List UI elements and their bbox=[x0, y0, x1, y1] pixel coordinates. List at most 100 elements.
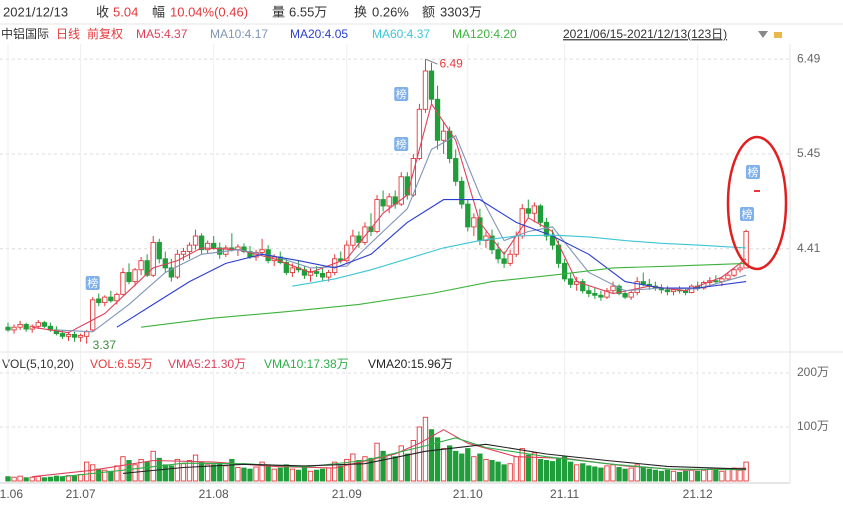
candle-body bbox=[96, 298, 102, 304]
volume-bar bbox=[53, 475, 60, 482]
volume-bar bbox=[5, 476, 11, 482]
candle-body bbox=[204, 242, 211, 251]
legend-entry: VMA5:21.30万 bbox=[168, 357, 246, 371]
volume-bar bbox=[289, 468, 295, 482]
candle-body bbox=[168, 267, 174, 278]
candle-body bbox=[132, 269, 138, 283]
candle-body bbox=[102, 296, 108, 304]
candle-body bbox=[35, 322, 41, 327]
candle-body bbox=[344, 244, 350, 262]
y-tick-label: 5.45 bbox=[797, 146, 821, 160]
date-range[interactable]: 2021/06/15-2021/12/13(123日) bbox=[563, 27, 727, 41]
volume-bar bbox=[422, 416, 429, 482]
ma-line bbox=[62, 437, 747, 478]
marker-label: 榜 bbox=[396, 137, 407, 151]
volume-bar bbox=[447, 445, 453, 482]
plot: 4.41 5.45 6.49 100万 200万 21.06 21.07 21.08 21.09… bbox=[0, 44, 829, 501]
candle-body bbox=[495, 249, 501, 260]
volume-bar bbox=[501, 464, 507, 482]
adjust[interactable]: 前复权 bbox=[87, 26, 123, 41]
volume-bar bbox=[622, 468, 628, 482]
candle-body bbox=[114, 293, 120, 302]
ma-line bbox=[122, 443, 747, 474]
candle-body bbox=[447, 130, 453, 159]
highlight-circle bbox=[726, 135, 788, 271]
candle-body bbox=[440, 130, 447, 141]
volume-bar bbox=[168, 465, 174, 482]
candle-body bbox=[77, 334, 84, 338]
volume-bar bbox=[682, 470, 689, 482]
marker-badge bbox=[740, 207, 754, 221]
candle-body bbox=[604, 290, 610, 298]
volume-bar bbox=[126, 460, 132, 482]
volume-bar bbox=[701, 469, 707, 482]
quote-amount: 3303万 bbox=[440, 4, 482, 19]
x-tick-label: 21.09 bbox=[332, 487, 362, 501]
candle-body bbox=[428, 70, 435, 100]
candle-body bbox=[126, 272, 132, 283]
candle-body bbox=[586, 290, 592, 294]
volume-bar bbox=[664, 469, 671, 482]
candle-body bbox=[319, 272, 326, 278]
high-label: 6.49 bbox=[439, 56, 463, 70]
candle-body bbox=[198, 235, 205, 251]
legend-entry: MA20:4.05 bbox=[290, 27, 348, 41]
candle-body bbox=[531, 205, 538, 214]
candle-body bbox=[453, 158, 459, 182]
candle-body bbox=[501, 258, 507, 264]
volume-bar bbox=[695, 470, 701, 482]
candle-body bbox=[725, 274, 731, 280]
candle-body bbox=[192, 235, 199, 246]
candle-body bbox=[640, 281, 646, 285]
lock-icon[interactable] bbox=[774, 32, 782, 38]
volume-bar bbox=[568, 461, 574, 482]
volume-bar bbox=[71, 475, 78, 482]
volume-bar bbox=[410, 440, 416, 482]
candle-body bbox=[616, 285, 622, 294]
period[interactable]: 日线 bbox=[56, 27, 80, 41]
volume-bar bbox=[713, 469, 719, 482]
candle-body bbox=[362, 226, 368, 243]
volume-bar bbox=[17, 475, 23, 482]
volume-bar bbox=[416, 426, 423, 482]
volume-bar bbox=[59, 476, 66, 482]
volume-bar bbox=[223, 465, 229, 482]
candle-body bbox=[356, 235, 362, 243]
volume-bar bbox=[265, 464, 271, 482]
volume-bar bbox=[114, 465, 120, 482]
stock-name: 中铝国际 bbox=[1, 26, 49, 41]
candle-body bbox=[525, 208, 531, 214]
volume-bar bbox=[543, 460, 550, 482]
quote-label: 幅 bbox=[152, 4, 165, 19]
volume-bar bbox=[344, 458, 350, 482]
volume-bar bbox=[77, 474, 84, 482]
candle-body bbox=[483, 235, 489, 242]
volume-bar bbox=[23, 477, 29, 482]
candle-body bbox=[398, 176, 404, 205]
volume-bar bbox=[658, 470, 665, 482]
candle-body bbox=[283, 262, 289, 273]
volume-bar bbox=[707, 468, 713, 482]
volume-bar bbox=[186, 460, 193, 482]
candle-body bbox=[211, 242, 217, 249]
quote-label: 换 bbox=[354, 4, 367, 19]
dropdown-icon[interactable] bbox=[758, 31, 768, 38]
quote-turnover: 0.26% bbox=[372, 4, 409, 19]
volume-bar bbox=[301, 467, 308, 482]
volume-bar bbox=[592, 466, 598, 482]
volume-bar bbox=[120, 456, 126, 482]
candle-body bbox=[138, 260, 144, 271]
candle-body bbox=[465, 203, 471, 228]
candle-body bbox=[404, 176, 410, 196]
x-tick-label: 21.07 bbox=[66, 487, 96, 501]
volume-bar bbox=[453, 450, 459, 482]
volume-bar bbox=[507, 463, 513, 482]
volume-bar bbox=[689, 469, 695, 482]
volume-bar bbox=[102, 469, 108, 482]
candle-body bbox=[59, 333, 66, 337]
volume-bar bbox=[737, 469, 743, 482]
candle-body bbox=[186, 244, 193, 252]
volume-bar bbox=[404, 453, 410, 482]
volume-bar bbox=[211, 464, 217, 482]
candle-body bbox=[622, 293, 628, 298]
